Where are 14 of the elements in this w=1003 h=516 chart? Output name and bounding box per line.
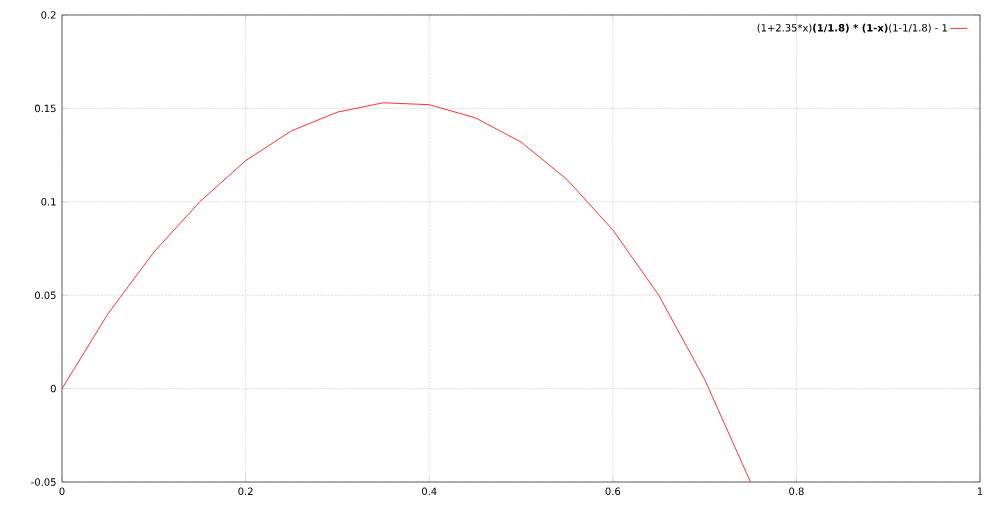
legend-label: (1+2.35*x)(1/1.8) * (1-x)(1-1/1.8) - 1 — [757, 23, 947, 33]
x-tick-label: 0 — [59, 487, 65, 496]
x-tick-label: 0.6 — [605, 487, 621, 496]
y-tick-label: 0.15 — [34, 104, 56, 113]
y-tick-label: -0.05 — [31, 478, 56, 486]
y-tick-label: 0.05 — [34, 291, 56, 299]
x-tick-label: 1 — [977, 487, 983, 495]
x-tick-label: 0.4 — [421, 487, 437, 496]
y-tick-label: 0 — [50, 384, 56, 393]
y-tick-label: 0.2 — [41, 11, 56, 19]
y-tick-label: 0.1 — [41, 198, 56, 206]
line-series — [62, 102, 751, 482]
x-tick-label: 0.8 — [789, 487, 804, 496]
x-tick-label: 0.2 — [238, 487, 253, 496]
